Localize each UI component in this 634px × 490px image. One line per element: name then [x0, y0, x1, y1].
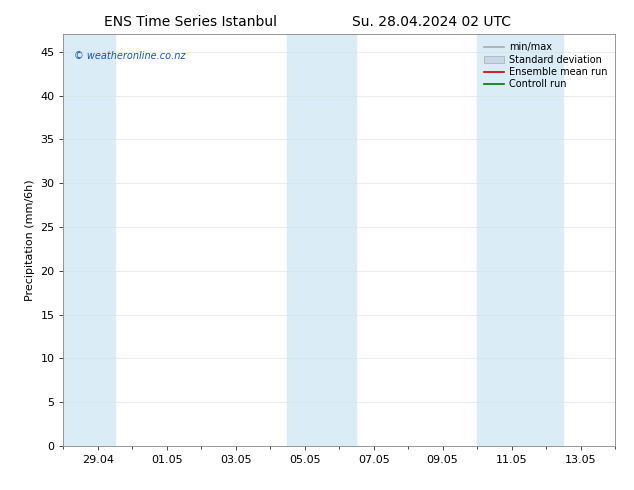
Bar — [512, 34, 563, 446]
Text: ENS Time Series Istanbul: ENS Time Series Istanbul — [104, 15, 276, 29]
Bar — [287, 34, 322, 446]
Bar — [477, 34, 512, 446]
Bar — [322, 34, 356, 446]
Y-axis label: Precipitation (mm/6h): Precipitation (mm/6h) — [25, 179, 35, 301]
Text: Su. 28.04.2024 02 UTC: Su. 28.04.2024 02 UTC — [352, 15, 510, 29]
Bar — [63, 34, 115, 446]
Text: © weatheronline.co.nz: © weatheronline.co.nz — [74, 51, 186, 61]
Legend: min/max, Standard deviation, Ensemble mean run, Controll run: min/max, Standard deviation, Ensemble me… — [481, 39, 610, 92]
